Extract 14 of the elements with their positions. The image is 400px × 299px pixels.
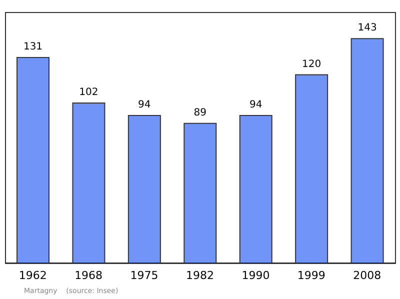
x-tick-label: 1968 [74, 268, 103, 282]
x-tick-label: 1982 [186, 268, 214, 282]
data-label: 102 [79, 86, 98, 98]
data-label: 94 [138, 100, 151, 111]
data-label: 89 [194, 107, 207, 118]
data-label: 131 [23, 41, 43, 52]
x-tick-label: 2008 [353, 268, 382, 282]
x-tick-label: 1975 [130, 268, 158, 282]
x-tick-label: 1999 [297, 268, 326, 282]
data-label: 143 [358, 22, 377, 34]
data-label: 94 [249, 100, 262, 111]
x-tick-label: 1962 [18, 268, 47, 282]
data-label: 120 [302, 58, 322, 70]
x-tick-label: 1990 [242, 268, 270, 282]
